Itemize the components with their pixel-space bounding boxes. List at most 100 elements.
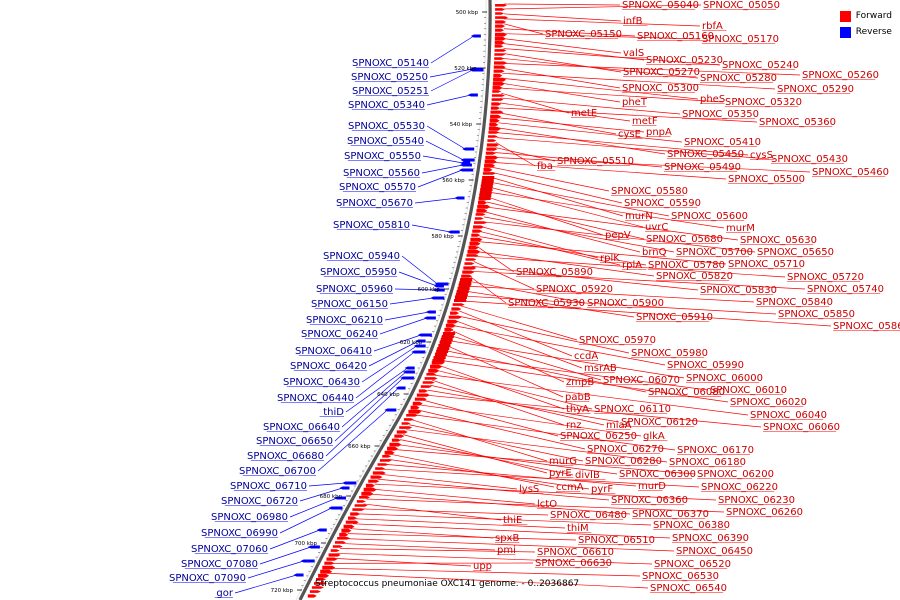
forward-gene-arrow[interactable] xyxy=(466,254,479,257)
forward-gene-label[interactable]: fba xyxy=(537,161,553,172)
forward-gene-label[interactable]: murD xyxy=(638,481,666,492)
forward-gene-label[interactable]: SPNOXC_06080 xyxy=(648,387,725,398)
reverse-gene-arrow[interactable] xyxy=(293,573,304,577)
forward-gene-label[interactable]: SPNOXC_06610 xyxy=(537,547,614,558)
reverse-gene-label[interactable]: SPNOXC_06240 xyxy=(301,329,378,340)
forward-gene-label[interactable]: SPNOXC_05230 xyxy=(646,55,723,66)
forward-gene-label[interactable]: valS xyxy=(623,48,644,59)
forward-gene-label[interactable]: SPNOXC_06060 xyxy=(763,422,840,433)
forward-gene-label[interactable]: pyrF xyxy=(591,484,613,495)
forward-gene-label[interactable]: SPNOXC_05980 xyxy=(631,348,708,359)
reverse-gene-label[interactable]: SPNOXC_06720 xyxy=(221,496,298,507)
forward-gene-label[interactable]: SPNOXC_06070 xyxy=(603,375,680,386)
forward-gene-label[interactable]: SPNOXC_05990 xyxy=(667,360,744,371)
forward-gene-label[interactable]: SPNOXC_06120 xyxy=(621,417,698,428)
forward-gene-label[interactable]: SPNOXC_05500 xyxy=(728,174,805,185)
reverse-gene-arrow[interactable] xyxy=(395,386,406,390)
forward-gene-label[interactable]: SPNOXC_05590 xyxy=(624,198,701,209)
forward-gene-label[interactable]: rplK xyxy=(600,253,620,264)
reverse-gene-arrow[interactable] xyxy=(467,93,478,97)
forward-gene-label[interactable]: thiE xyxy=(503,515,522,526)
forward-gene-arrow[interactable] xyxy=(322,565,336,570)
forward-gene-arrow[interactable] xyxy=(493,73,503,78)
reverse-gene-label[interactable]: SPNOXC_06700 xyxy=(239,466,316,477)
reverse-gene-arrow[interactable] xyxy=(469,68,484,72)
forward-gene-arrow[interactable] xyxy=(483,168,493,172)
forward-gene-label[interactable]: rnz xyxy=(566,420,582,431)
reverse-gene-arrow[interactable] xyxy=(300,559,315,563)
forward-gene-label[interactable]: SPNOXC_05300 xyxy=(622,83,699,94)
forward-gene-label[interactable]: rplA xyxy=(622,260,642,271)
forward-gene-arrow[interactable] xyxy=(414,397,427,401)
forward-gene-label[interactable]: SPNOXC_06200 xyxy=(697,469,774,480)
forward-gene-label[interactable]: pepV xyxy=(605,230,631,241)
reverse-gene-label[interactable]: SPNOXC_06410 xyxy=(295,346,372,357)
forward-gene-label[interactable]: SPNOXC_05460 xyxy=(812,167,889,178)
forward-gene-label[interactable]: SPNOXC_06370 xyxy=(632,509,709,520)
forward-gene-label[interactable]: spxB xyxy=(495,533,519,544)
forward-gene-arrow[interactable] xyxy=(490,114,502,119)
forward-gene-label[interactable]: SPNOXC_06280 xyxy=(585,456,662,467)
reverse-gene-label[interactable]: SPNOXC_05540 xyxy=(347,136,424,147)
forward-gene-label[interactable]: SPNOXC_05350 xyxy=(682,109,759,120)
forward-gene-arrow[interactable] xyxy=(382,455,392,458)
forward-gene-arrow[interactable] xyxy=(491,94,505,97)
reverse-gene-arrow[interactable] xyxy=(415,339,426,343)
forward-gene-label[interactable]: SPNOXC_05320 xyxy=(725,97,802,108)
forward-gene-arrow[interactable] xyxy=(486,147,498,151)
forward-gene-label[interactable]: SPNOXC_05970 xyxy=(579,335,656,346)
forward-gene-label[interactable]: SPNOXC_06300 xyxy=(619,469,696,480)
forward-gene-label[interactable]: SPNOXC_06270 xyxy=(587,444,664,455)
forward-gene-arrow[interactable] xyxy=(387,446,399,451)
forward-gene-arrow[interactable] xyxy=(450,311,460,315)
forward-gene-arrow[interactable] xyxy=(495,28,505,32)
forward-gene-block[interactable] xyxy=(439,341,452,344)
forward-gene-block[interactable] xyxy=(479,194,492,197)
reverse-gene-arrow[interactable] xyxy=(425,310,436,314)
forward-gene-label[interactable]: SPNOXC_06260 xyxy=(726,507,803,518)
forward-gene-label[interactable]: uvrC xyxy=(645,222,668,233)
forward-gene-arrow[interactable] xyxy=(461,274,473,278)
forward-gene-block[interactable] xyxy=(454,296,467,299)
forward-gene-arrow[interactable] xyxy=(495,16,509,19)
reverse-gene-label[interactable]: SPNOXC_05530 xyxy=(348,121,425,132)
forward-gene-arrow[interactable] xyxy=(313,582,327,585)
reverse-gene-arrow[interactable] xyxy=(432,288,445,292)
forward-gene-block[interactable] xyxy=(442,332,455,335)
reverse-gene-arrow[interactable] xyxy=(433,284,444,288)
reverse-gene-label[interactable]: SPNOXC_05250 xyxy=(351,72,428,83)
forward-gene-arrow[interactable] xyxy=(477,204,491,209)
reverse-gene-label[interactable]: SPNOXC_06990 xyxy=(201,528,278,539)
forward-gene-label[interactable]: pmi xyxy=(497,545,516,556)
forward-gene-arrow[interactable] xyxy=(494,57,505,60)
forward-gene-arrow[interactable] xyxy=(418,389,428,393)
forward-gene-block[interactable] xyxy=(457,287,470,290)
forward-gene-label[interactable]: SPNOXC_05900 xyxy=(587,298,664,309)
forward-gene-arrow[interactable] xyxy=(488,131,500,134)
forward-gene-arrow[interactable] xyxy=(394,434,405,438)
forward-gene-label[interactable]: SPNOXC_06220 xyxy=(701,482,778,493)
forward-gene-label[interactable]: murM xyxy=(726,223,755,234)
forward-gene-label[interactable]: thiM xyxy=(567,523,589,534)
forward-gene-arrow[interactable] xyxy=(490,110,504,114)
reverse-gene-arrow[interactable] xyxy=(411,350,426,354)
forward-gene-label[interactable]: SPNOXC_05720 xyxy=(787,272,864,283)
forward-gene-arrow[interactable] xyxy=(406,414,419,417)
forward-gene-arrow[interactable] xyxy=(482,172,496,175)
reverse-gene-label[interactable]: SPNOXC_05570 xyxy=(339,182,416,193)
forward-gene-arrow[interactable] xyxy=(495,12,505,15)
forward-gene-label[interactable]: SPNOXC_06230 xyxy=(718,495,795,506)
forward-gene-block[interactable] xyxy=(436,350,449,353)
forward-gene-label[interactable]: SPNOXC_05510 xyxy=(557,156,634,167)
forward-gene-block[interactable] xyxy=(481,182,494,185)
forward-gene-arrow[interactable] xyxy=(370,475,383,479)
forward-gene-label[interactable]: SPNOXC_05910 xyxy=(636,312,713,323)
forward-gene-label[interactable]: SPNOXC_05890 xyxy=(516,267,593,278)
forward-gene-arrow[interactable] xyxy=(345,520,359,524)
forward-gene-label[interactable]: SPNOXC_05830 xyxy=(700,285,777,296)
forward-gene-label[interactable]: SPNOXC_05700 xyxy=(676,247,753,258)
reverse-gene-arrow[interactable] xyxy=(402,370,415,374)
reverse-gene-arrow[interactable] xyxy=(413,344,426,348)
forward-gene-label[interactable]: miaA xyxy=(606,420,632,431)
forward-gene-arrow[interactable] xyxy=(430,364,443,369)
